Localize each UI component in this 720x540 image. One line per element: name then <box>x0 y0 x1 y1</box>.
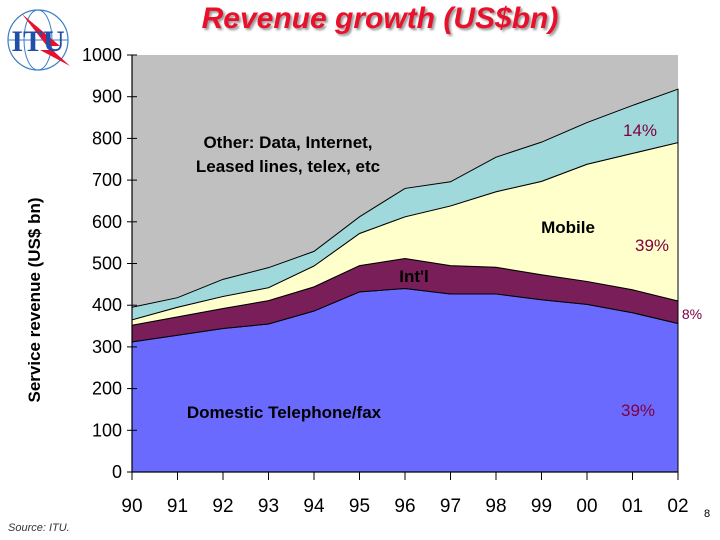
annotation-line: 8% <box>682 306 702 322</box>
x-tick-label: 91 <box>167 496 188 517</box>
x-tick-label: 96 <box>394 496 415 517</box>
y-tick-label: 900 <box>92 87 122 107</box>
annotation-line: Mobile <box>541 218 595 237</box>
annotation-line: 39% <box>635 236 669 255</box>
y-tick-label: 600 <box>92 212 122 232</box>
y-tick-label: 500 <box>92 254 122 274</box>
annotations-group: Other: Data, Internet, Leased lines, tele… <box>187 121 702 422</box>
page-number: 8 <box>704 508 711 520</box>
annotation-label: 14% <box>623 121 657 140</box>
y-tick-label: 700 <box>92 170 122 190</box>
annotation-line: 39% <box>621 401 655 420</box>
logo-text: ITU <box>11 25 64 58</box>
annotation-line: Int'l <box>399 267 429 286</box>
x-tick-label: 90 <box>121 496 142 517</box>
x-tick-label: 93 <box>258 496 279 517</box>
y-tick-label: 300 <box>92 337 122 357</box>
area-series-group <box>131 88 679 473</box>
annotation-label: 39% <box>621 401 655 420</box>
annotation-label: Domestic Telephone/fax <box>187 403 382 422</box>
logo-lightning-bolt <box>22 14 70 66</box>
annotation-label: 39% <box>635 236 669 255</box>
annotation-line: Leased lines, telex, etc <box>196 157 380 176</box>
x-tick-label: 95 <box>349 496 370 517</box>
annotation-line: Other: Data, Internet, <box>203 133 372 152</box>
y-axis-label: Service revenue (US$ bn) <box>25 197 44 402</box>
annotation-label: 8% <box>682 306 702 322</box>
annotation-line: 14% <box>623 121 657 140</box>
annotation-label: Int'l <box>399 267 429 286</box>
y-tick-label: 800 <box>92 128 122 148</box>
annotation-label: Mobile <box>541 218 595 237</box>
x-tick-label: 99 <box>531 496 552 517</box>
x-tick-label: 97 <box>440 496 461 517</box>
annotation-label: Other: Data, Internet, Leased lines, tele… <box>196 133 380 176</box>
x-tick-label: 02 <box>667 496 688 517</box>
y-tick-label: 0 <box>112 462 122 482</box>
y-tick-label: 200 <box>92 379 122 399</box>
x-tick-label: 00 <box>576 496 597 517</box>
annotation-line: Domestic Telephone/fax <box>187 403 382 422</box>
x-tick-label: 01 <box>622 496 643 517</box>
y-tick-label: 400 <box>92 295 122 315</box>
source-note: Source: ITU. <box>8 522 70 534</box>
area-other <box>131 88 679 321</box>
x-tick-label: 92 <box>212 496 233 517</box>
chart-title: Revenue growth (US$bn) <box>201 2 559 35</box>
y-tick-label: 1000 <box>82 45 122 65</box>
x-tick-label: 98 <box>485 496 506 517</box>
x-tick-label: 94 <box>303 496 325 517</box>
y-tick-label: 100 <box>92 420 122 440</box>
itu-logo: ITU <box>7 9 70 71</box>
